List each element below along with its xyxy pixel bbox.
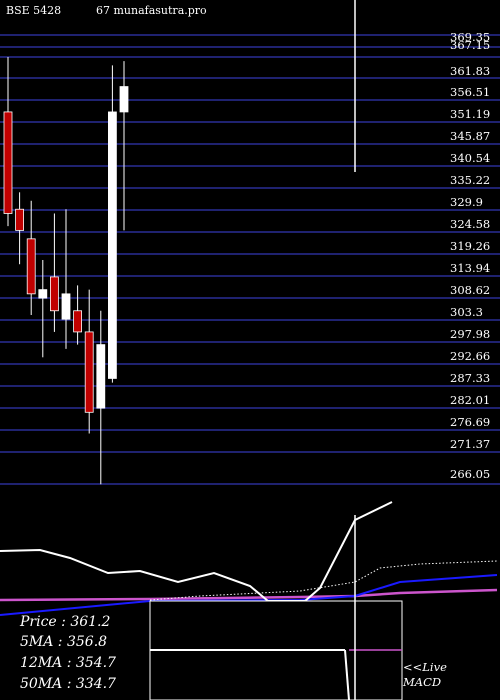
candle-body xyxy=(38,289,48,299)
y-tick-label: 303.3 xyxy=(450,305,483,319)
header-source: 67 munafasutra.pro xyxy=(96,4,207,17)
candle-body xyxy=(84,331,94,413)
header-ticker: BSE 5428 xyxy=(6,4,62,17)
y-tick-label: 356.51 xyxy=(450,85,490,99)
y-tick-label: 340.54 xyxy=(450,151,490,165)
y-tick-label: 292.66 xyxy=(450,349,490,363)
y-tick-label: 319.26 xyxy=(450,239,490,253)
live-macd-label-line2: MACD xyxy=(403,675,442,689)
live-macd-label-line1: <<Live xyxy=(403,660,447,674)
y-tick-label: 282.01 xyxy=(450,393,490,407)
macd-panel xyxy=(149,600,403,700)
y-tick-label: 266.05 xyxy=(450,467,490,481)
y-tick-label: 297.98 xyxy=(450,327,490,341)
candle-body xyxy=(73,310,82,333)
candle-body xyxy=(96,344,106,409)
y-tick-label: 329.9 xyxy=(450,195,483,209)
y-tick-label: 335.22 xyxy=(450,173,490,187)
candle-body xyxy=(61,293,71,320)
y-tick-label: 324.58 xyxy=(450,217,490,231)
y-tick-label: 369.35 xyxy=(450,30,490,44)
candle-body xyxy=(15,208,25,231)
magenta-ma-line xyxy=(0,588,498,602)
dotted-ma-line xyxy=(149,560,498,601)
candle-body xyxy=(3,111,13,214)
candle-body xyxy=(108,111,117,379)
candle-body xyxy=(119,86,129,113)
ma12-readout: 12MA : 354.7 xyxy=(20,655,116,671)
ma5-readout: 5MA : 356.8 xyxy=(20,634,108,650)
price-gridlines xyxy=(0,34,500,485)
candle-body xyxy=(26,238,36,295)
indicator-lines xyxy=(0,501,498,616)
candle-body xyxy=(50,276,59,312)
ma50-readout: 50MA : 334.7 xyxy=(20,676,116,692)
y-tick-label: 287.33 xyxy=(450,371,490,385)
y-tick-label: 361.83 xyxy=(450,64,490,78)
y-tick-label: 351.19 xyxy=(450,107,490,121)
price-readout: Price : 361.2 xyxy=(20,614,111,630)
candlesticks xyxy=(3,56,129,485)
y-tick-label: 308.62 xyxy=(450,283,490,297)
y-tick-label: 271.37 xyxy=(450,437,490,451)
y-tick-label: 345.87 xyxy=(450,129,490,143)
y-tick-label: 367.15 xyxy=(450,38,490,52)
y-tick-label: 276.69 xyxy=(450,415,490,429)
blue-ma-line xyxy=(0,574,498,616)
price-line xyxy=(0,501,393,602)
y-tick-label: 313.94 xyxy=(450,261,490,275)
